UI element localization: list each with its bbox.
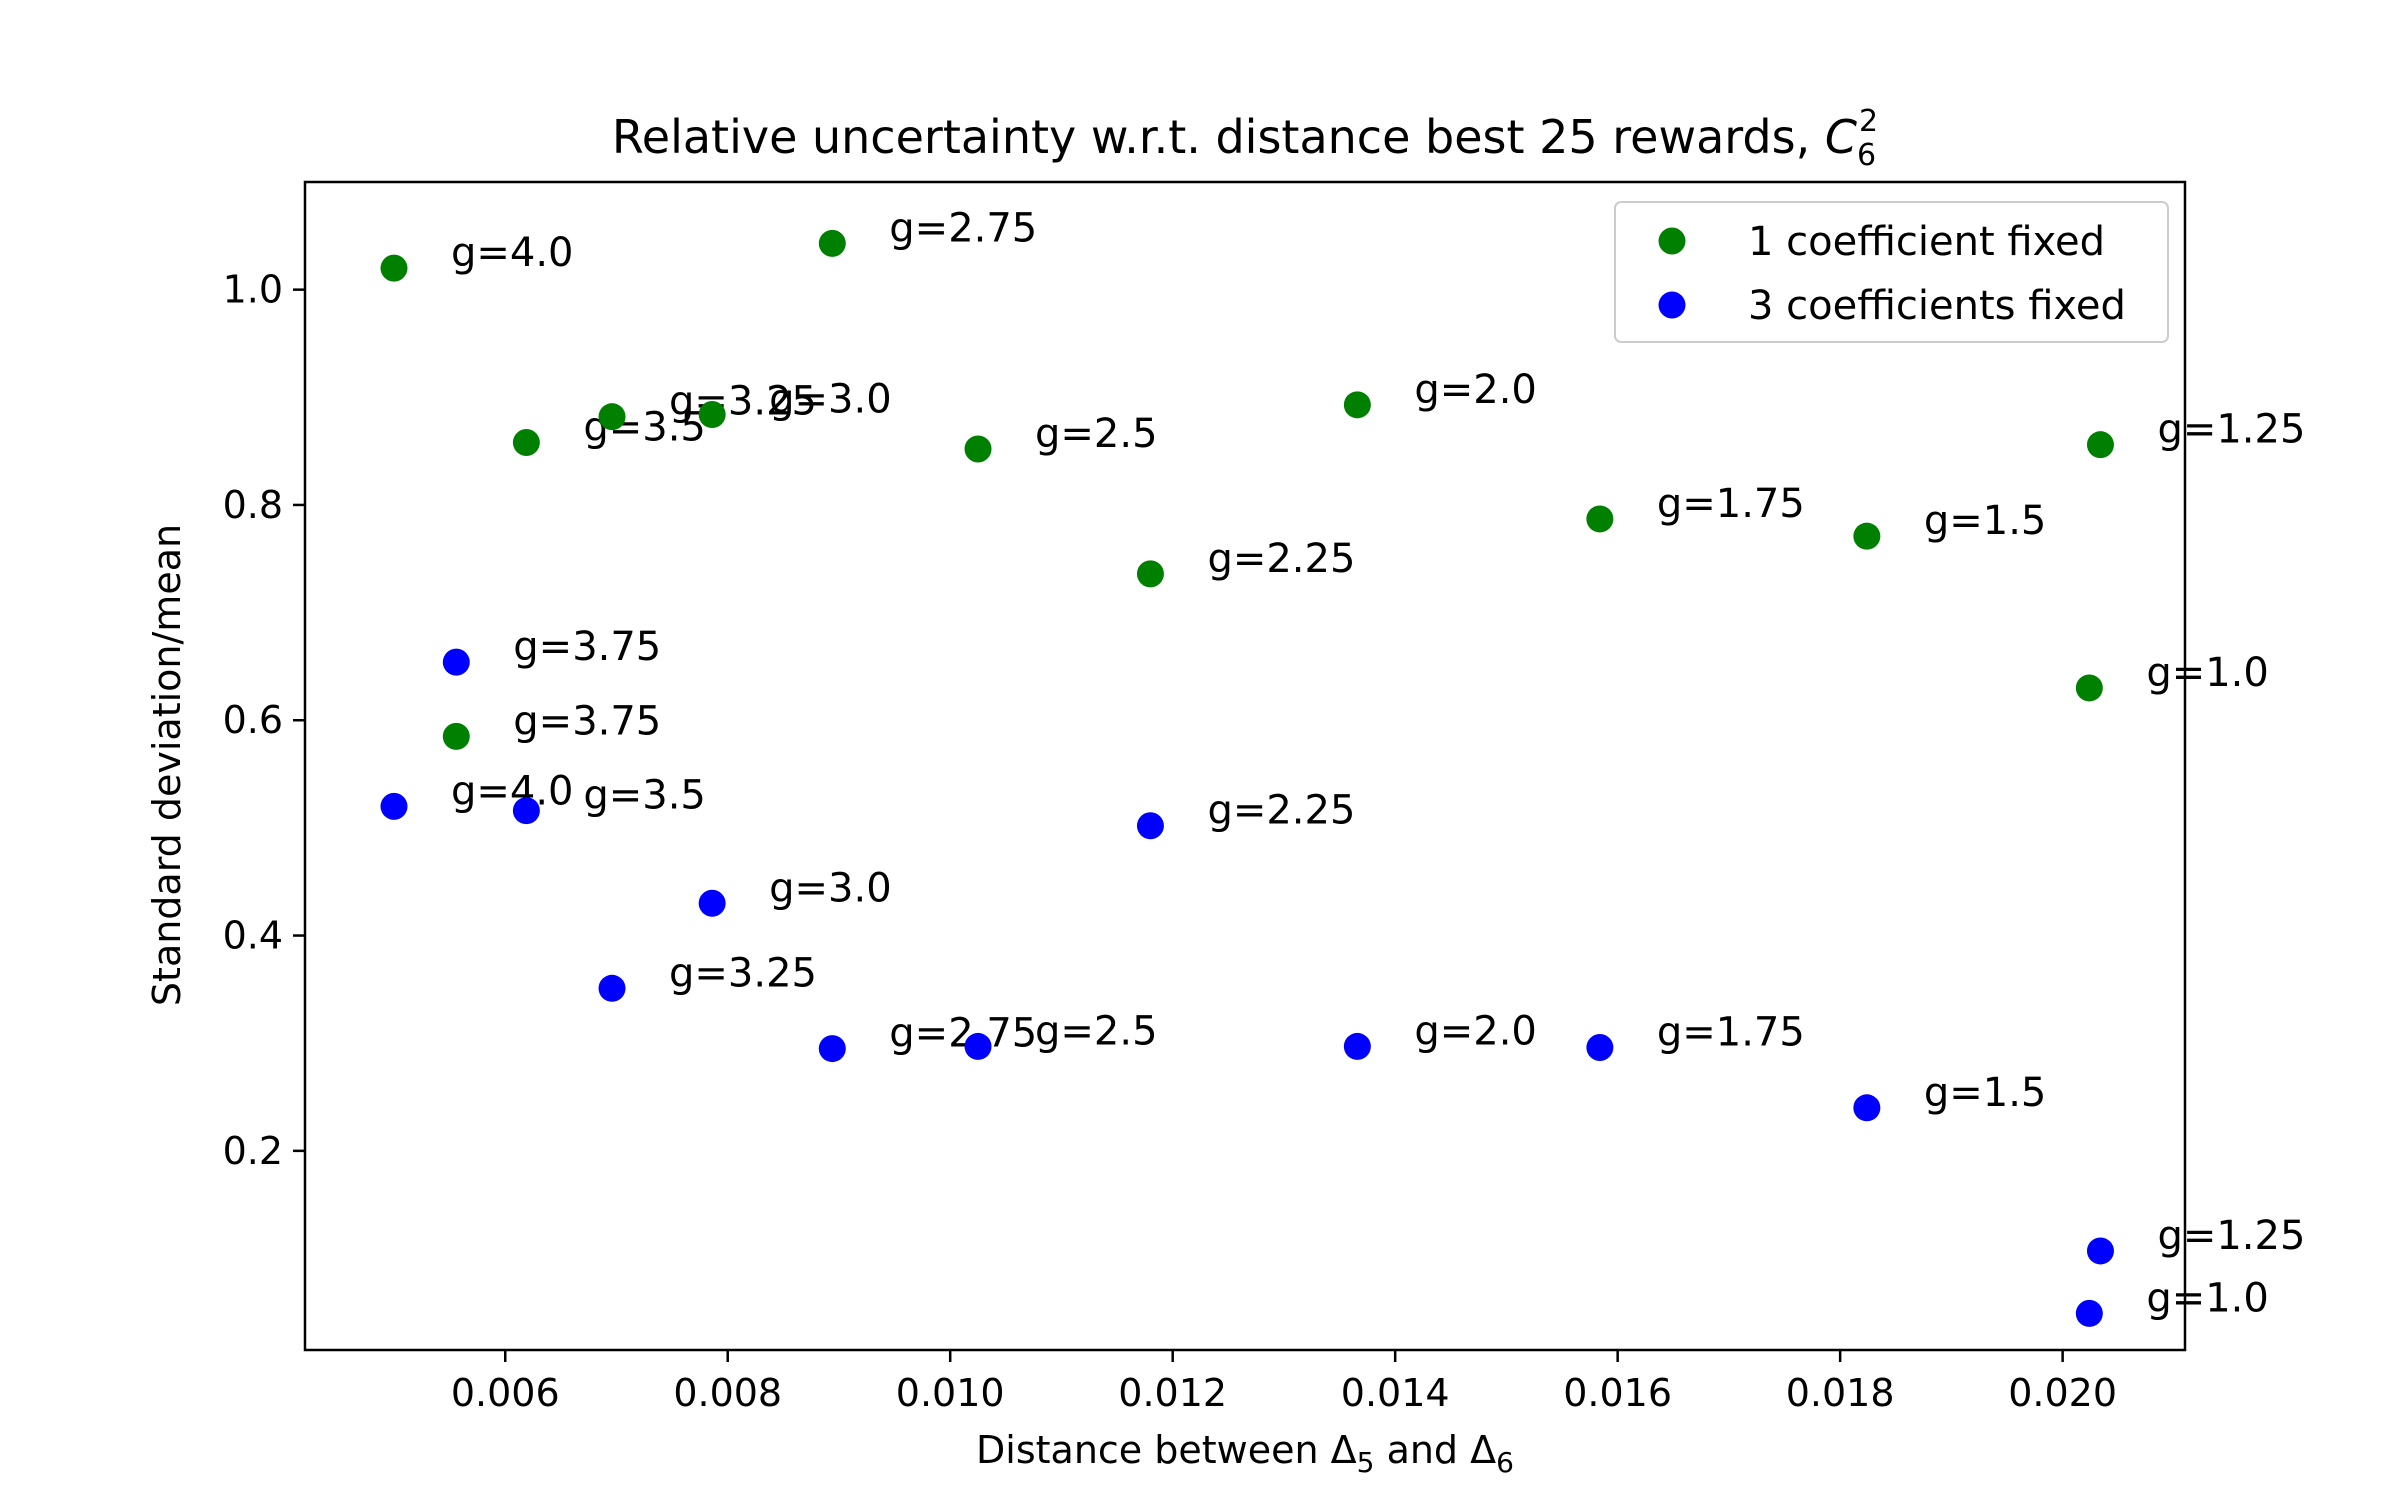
data-point <box>380 792 408 820</box>
point-annotation: g=1.5 <box>1924 1070 2047 1116</box>
point-annotation: g=2.25 <box>1207 788 1355 834</box>
plot-area: g=4.0g=3.75g=3.5g=3.25g=3.0g=2.75g=2.5g=… <box>380 205 2305 1327</box>
y-tick-label: 0.2 <box>223 1129 283 1173</box>
point-annotation: g=2.5 <box>1035 411 1158 457</box>
point-annotation: g=4.0 <box>451 230 574 276</box>
y-tick-label: 0.6 <box>223 698 283 742</box>
data-point <box>1586 1034 1614 1062</box>
point-annotation: g=2.0 <box>1414 1008 1537 1054</box>
data-point <box>598 974 626 1002</box>
point-annotation: g=3.5 <box>583 773 706 819</box>
x-tick-label: 0.018 <box>1786 1371 1895 1415</box>
data-point <box>512 797 540 825</box>
data-point <box>818 229 846 257</box>
point-annotation: g=1.25 <box>2157 407 2305 453</box>
point-annotation: g=3.25 <box>669 379 817 425</box>
data-point <box>1136 560 1164 588</box>
data-point <box>2086 431 2114 459</box>
chart-title: Relative uncertainty w.r.t. distance bes… <box>612 104 1878 173</box>
data-point <box>380 254 408 282</box>
point-annotation: g=3.75 <box>513 698 661 744</box>
legend-marker <box>1658 227 1686 255</box>
data-point <box>2075 674 2103 702</box>
point-annotation: g=1.25 <box>2157 1213 2305 1259</box>
legend: 1 coefficient fixed 3 coefficients fixed <box>1614 201 2169 343</box>
data-point <box>512 429 540 457</box>
series-2: g=4.0 g=3.75 g=3.5 g=3.25 g=3.0 g=2.75g=2.5 g=… <box>380 624 2305 1327</box>
data-point <box>2086 1237 2114 1265</box>
y-tick-label: 0.4 <box>223 914 283 958</box>
data-point <box>1343 391 1371 419</box>
data-point <box>1853 1094 1881 1122</box>
x-tick-label: 0.006 <box>451 1371 560 1415</box>
point-annotation: g=1.75 <box>1657 1010 1805 1056</box>
point-annotation: g=3.25 <box>669 950 817 996</box>
data-point <box>1136 812 1164 840</box>
point-annotation: g=2.0 <box>1414 367 1537 413</box>
legend-box <box>1614 201 2169 343</box>
y-tick-label: 0.8 <box>223 483 283 527</box>
y-axis: 0.2 0.4 0.6 0.8 1.0 <box>223 268 305 1173</box>
x-tick-label: 0.016 <box>1563 1371 1672 1415</box>
point-annotation: g=1.0 <box>2146 1275 2269 1321</box>
data-point <box>964 1032 992 1060</box>
point-annotation: g=3.0 <box>769 865 892 911</box>
point-annotation: g=1.75 <box>1657 481 1805 527</box>
data-point <box>698 401 726 429</box>
point-annotation: g=1.0 <box>2146 650 2269 696</box>
point-annotation: g=3.75 <box>513 624 661 670</box>
legend-label: 1 coefficient fixed <box>1748 219 2105 265</box>
data-point <box>442 722 470 750</box>
x-tick-label: 0.008 <box>673 1371 782 1415</box>
y-tick-label: 1.0 <box>223 268 283 312</box>
point-annotation: g=4.0 <box>451 768 574 814</box>
data-point <box>598 403 626 431</box>
legend-marker <box>1658 291 1686 319</box>
point-annotation: g=2.25 <box>1207 536 1355 582</box>
series-1: g=4.0g=3.75g=3.5g=3.25g=3.0g=2.75g=2.5g=… <box>380 205 2305 750</box>
x-axis: 0.006 0.008 0.010 0.012 0.014 0.016 0.018 0.020 <box>451 1350 2117 1415</box>
x-tick-label: 0.020 <box>2008 1371 2117 1415</box>
data-point <box>698 889 726 917</box>
point-annotation: g=3.0 <box>769 377 892 423</box>
data-point <box>442 648 470 676</box>
data-point <box>964 435 992 463</box>
x-tick-label: 0.010 <box>896 1371 1005 1415</box>
data-point <box>1853 522 1881 550</box>
point-annotation: g=1.5 <box>1924 498 2047 544</box>
data-point <box>818 1035 846 1063</box>
point-annotation: g=2.75 <box>889 1011 1037 1057</box>
x-tick-label: 0.012 <box>1118 1371 1227 1415</box>
x-tick-label: 0.014 <box>1341 1371 1450 1415</box>
axes-frame <box>303 180 2187 1352</box>
data-point <box>2075 1299 2103 1327</box>
data-point <box>1586 505 1614 533</box>
y-axis-label: Standard deviation/mean <box>145 524 189 1006</box>
point-annotation: g=2.75 <box>889 205 1037 251</box>
x-axis-label: Distance between Δ5 and Δ6 <box>976 1428 1514 1479</box>
point-annotation: g=2.5 <box>1035 1008 1158 1054</box>
legend-label: 3 coefficients fixed <box>1748 283 2126 329</box>
data-point <box>1343 1032 1371 1060</box>
